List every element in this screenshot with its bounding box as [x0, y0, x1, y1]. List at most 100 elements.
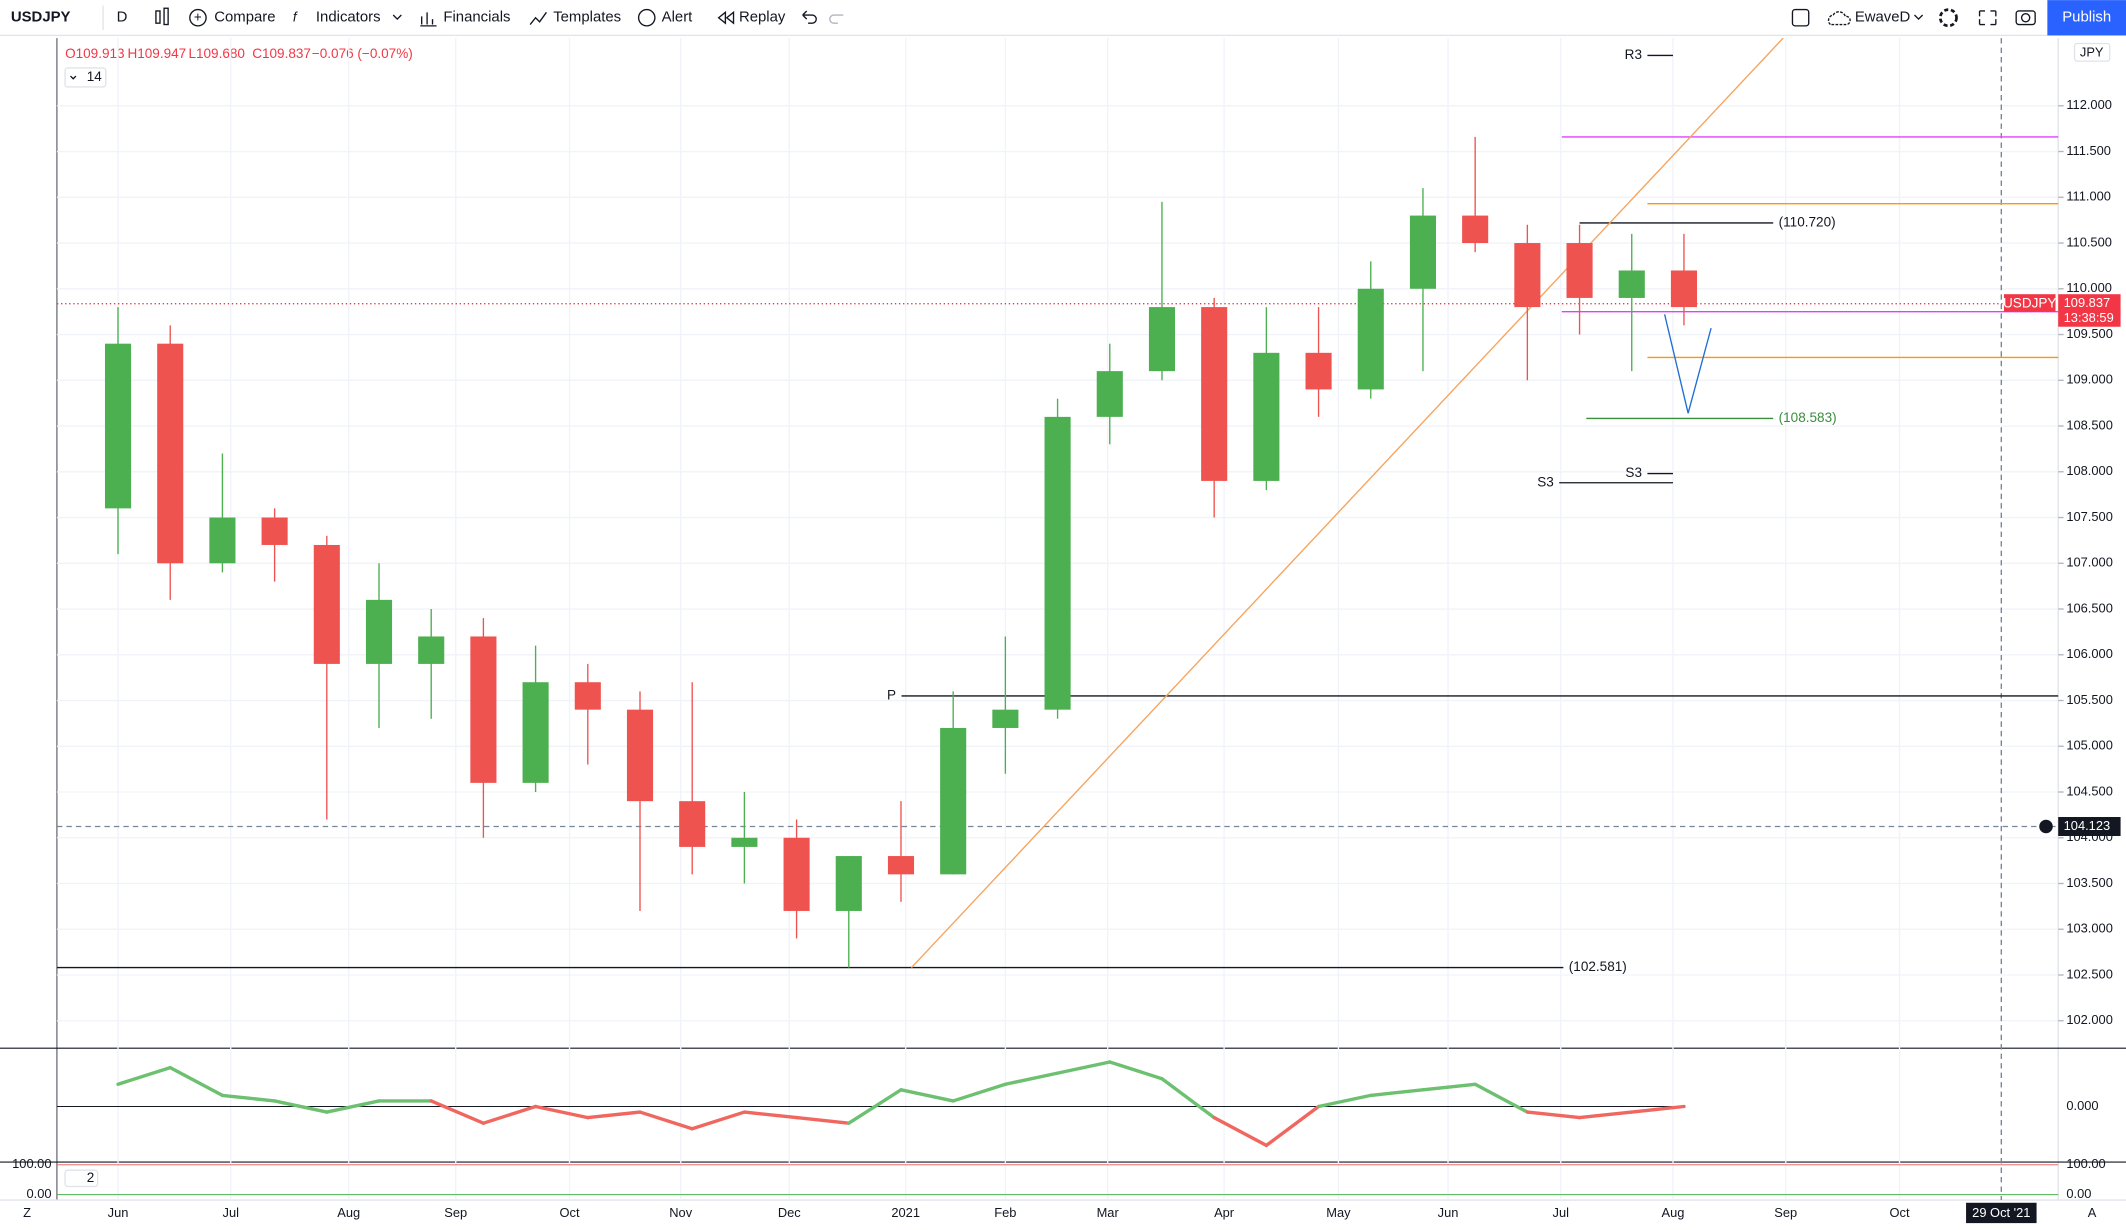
level-label: (108.583)	[1779, 410, 1837, 425]
snapshot-icon[interactable]	[2015, 10, 2036, 26]
x-tick-label: 2021	[891, 1205, 920, 1220]
projection-path	[1663, 314, 1712, 414]
indicator-length: 2	[87, 1170, 95, 1185]
oscillator-segment	[1160, 1077, 1216, 1120]
compare-icon[interactable]	[189, 8, 207, 27]
candle-body	[626, 709, 654, 802]
settings-icon[interactable]	[1938, 8, 1958, 28]
y-tick-label: 105.000	[2066, 738, 2113, 753]
candle-body	[1409, 215, 1437, 289]
scale-button[interactable]: Z	[23, 1205, 31, 1220]
y-tick-label: 103.500	[2066, 875, 2113, 890]
templates-icon[interactable]	[529, 11, 547, 25]
x-tick-label: Aug	[337, 1205, 360, 1220]
layout-toggle[interactable]	[1791, 8, 1810, 27]
oscillator-segment	[586, 1110, 642, 1120]
chevron	[70, 75, 77, 80]
y-tick-label: 0.000	[2066, 1098, 2098, 1113]
x-tick-label: Mar	[1097, 1205, 1120, 1220]
y-tick-label: 107.000	[2066, 555, 2113, 570]
indicator-length[interactable]: 14	[87, 69, 103, 84]
y-tick-label: 106.000	[2066, 646, 2113, 661]
candle-body	[418, 636, 445, 664]
fullscreen-icon[interactable]	[1978, 10, 1997, 26]
oscillator-segment	[220, 1093, 277, 1103]
indicators-icon[interactable]: f	[293, 9, 298, 24]
undo[interactable]	[802, 10, 817, 24]
candle-body	[1670, 270, 1697, 308]
candle-body	[1305, 352, 1332, 390]
x-tick-label: Jul	[223, 1205, 239, 1220]
toolbar-item[interactable]: Replay	[739, 10, 786, 26]
candle-body	[940, 727, 967, 875]
x-tick-label: Dec	[778, 1205, 801, 1220]
toolbar-item[interactable]: Financials	[443, 10, 510, 26]
y-tick-label: 0.00	[2066, 1186, 2091, 1201]
y-tick-label: 0.00	[26, 1186, 51, 1201]
y-tick-label: 108.500	[2066, 417, 2113, 432]
indicator-badge	[64, 1169, 99, 1188]
oscillator-segment	[1630, 1104, 1686, 1114]
legend-low: L109.680	[188, 46, 245, 61]
oscillator-segment	[168, 1065, 225, 1098]
candle-body	[1462, 215, 1489, 244]
oscillator-segment	[847, 1088, 903, 1125]
price-tag-label: 109.837	[2064, 295, 2111, 310]
oscillator-segment	[951, 1082, 1008, 1103]
y-tick-label: 106.500	[2066, 600, 2113, 615]
oscillator-segment	[1316, 1093, 1373, 1109]
toolbar-item[interactable]: Indicators	[316, 10, 381, 26]
level-label: S3	[1537, 474, 1554, 489]
candle-body	[522, 682, 549, 783]
interval[interactable]: D	[117, 10, 128, 26]
publish-button[interactable]	[2047, 0, 2126, 36]
scale-button[interactable]: A	[2088, 1205, 2097, 1220]
chevron[interactable]	[1914, 14, 1924, 21]
legend-close: C109.837	[252, 46, 311, 61]
crosshair-add	[2039, 819, 2053, 834]
layout-name[interactable]: EwaveD	[1855, 10, 1911, 26]
cloud-icon[interactable]	[1827, 11, 1851, 26]
chart-type-icon[interactable]	[155, 7, 169, 26]
candle-body	[1044, 416, 1071, 710]
level-label: P	[887, 688, 896, 703]
oscillator-segment	[481, 1104, 538, 1125]
currency-box[interactable]	[2073, 42, 2111, 62]
crosshair-date-tag	[1966, 1202, 2037, 1224]
oscillator-segment	[1055, 1060, 1112, 1075]
toolbar-item[interactable]: Compare	[214, 10, 275, 26]
oscillator-segment	[1264, 1104, 1321, 1148]
redo[interactable]	[829, 14, 844, 24]
candle-body	[783, 837, 810, 911]
level-label: S3	[1625, 465, 1642, 480]
level-label: R3	[1625, 47, 1642, 62]
candle-body	[1253, 352, 1280, 481]
replay-icon[interactable]	[717, 10, 735, 25]
y-tick-label: 103.000	[2066, 921, 2113, 936]
candle-body	[1148, 307, 1176, 372]
candle-body	[104, 343, 132, 509]
oscillator-segment	[325, 1099, 381, 1114]
alert-icon[interactable]	[637, 8, 656, 27]
candle-body	[313, 544, 340, 664]
oscillator-segment	[116, 1065, 172, 1086]
x-tick-label: Sep	[1774, 1205, 1797, 1220]
oscillator-segment	[1108, 1060, 1164, 1081]
toolbar-item[interactable]: Alert	[662, 10, 694, 26]
indicator-badge[interactable]	[64, 67, 107, 88]
publish-label[interactable]: Publish	[2062, 10, 2111, 26]
candle-body	[835, 856, 862, 911]
chevron[interactable]	[392, 14, 402, 21]
symbol[interactable]: USDJPY	[11, 10, 71, 26]
x-tick-label: Sep	[444, 1205, 467, 1220]
y-tick-label: 100.00	[12, 1156, 51, 1171]
oscillator-segment	[1421, 1082, 1477, 1092]
currency[interactable]: JPY	[2080, 44, 2104, 59]
symbol-tag	[2003, 294, 2056, 312]
x-tick-label: Nov	[669, 1205, 692, 1220]
financials-icon[interactable]	[420, 12, 437, 27]
x-tick-label: Aug	[1662, 1205, 1685, 1220]
oscillator-segment	[1369, 1088, 1425, 1098]
toolbar-item[interactable]: Templates	[553, 10, 621, 26]
y-tick-label: 102.000	[2066, 1012, 2113, 1027]
